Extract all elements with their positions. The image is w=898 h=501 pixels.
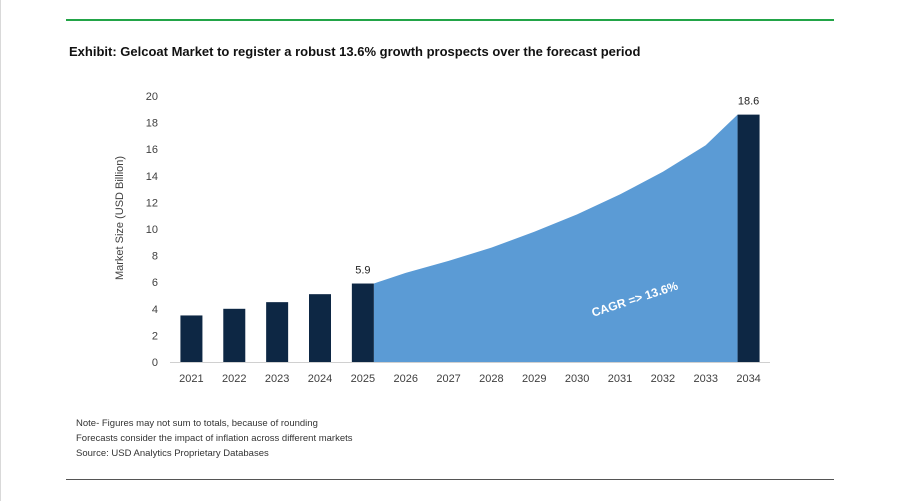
y-tick-label: 4 [152, 304, 158, 316]
note-inflation: Forecasts consider the impact of inflati… [76, 433, 353, 444]
page-left-edge [0, 0, 1, 501]
y-axis-label: Market Size (USD Billion) [114, 156, 126, 280]
x-tick-label: 2025 [351, 373, 375, 385]
bar-2021 [180, 315, 203, 362]
footer-rule [66, 479, 834, 480]
x-tick-label: 2031 [608, 373, 632, 385]
bar-2023 [266, 302, 289, 362]
y-tick-label: 20 [146, 91, 158, 103]
y-tick-label: 14 [146, 171, 158, 183]
data-label-2034: 18.6 [738, 96, 759, 108]
data-label-2025: 5.9 [355, 265, 370, 277]
exhibit-title: Exhibit: Gelcoat Market to register a ro… [69, 44, 641, 59]
footnotes: Note- Figures may not sum to totals, bec… [76, 416, 353, 461]
y-tick-label: 18 [146, 118, 158, 130]
x-tick-label: 2021 [179, 373, 203, 385]
bar-2025 [351, 283, 374, 362]
x-tick-label: 2027 [436, 373, 460, 385]
bar-2034 [737, 114, 760, 363]
x-tick-label: 2024 [308, 373, 332, 385]
x-tick-label: 2028 [479, 373, 503, 385]
x-tick-label: 2032 [651, 373, 675, 385]
data-labels: 5.9 18.6 [355, 96, 759, 277]
x-axis-ticks: 2021 2022 2023 2024 2025 2026 2027 2028 2029 2030… [179, 373, 761, 385]
y-tick-label: 6 [152, 277, 158, 289]
x-tick-label: 2030 [565, 373, 589, 385]
y-tick-label: 12 [146, 197, 158, 209]
x-tick-label: 2023 [265, 373, 289, 385]
bars [180, 114, 760, 363]
y-tick-label: 16 [146, 144, 158, 156]
x-tick-label: 2026 [393, 373, 417, 385]
y-tick-label: 0 [152, 357, 158, 369]
x-tick-label: 2034 [736, 373, 760, 385]
bar-2024 [309, 294, 331, 362]
bar-2022 [223, 308, 246, 362]
note-source: Source: USD Analytics Proprietary Databa… [76, 448, 269, 459]
y-axis-ticks: 0 2 4 6 8 10 12 14 16 18 20 [146, 91, 158, 369]
y-tick-label: 10 [146, 224, 158, 236]
x-tick-label: 2033 [693, 373, 717, 385]
header-rule [66, 19, 834, 21]
forecast-area [373, 114, 738, 362]
x-tick-label: 2022 [222, 373, 246, 385]
y-tick-label: 8 [152, 251, 158, 263]
y-tick-label: 2 [152, 330, 158, 342]
note-rounding: Note- Figures may not sum to totals, bec… [76, 418, 318, 429]
x-tick-label: 2029 [522, 373, 546, 385]
